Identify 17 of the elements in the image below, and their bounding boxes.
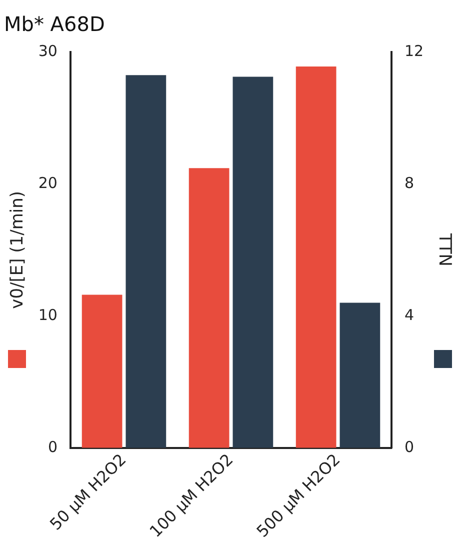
bar — [296, 66, 336, 448]
bar — [340, 302, 380, 448]
bar — [82, 294, 122, 448]
y-tick-label: 30 — [38, 42, 58, 60]
bar — [188, 168, 230, 448]
y-tick-label: 10 — [38, 306, 58, 324]
y-tick-label: 20 — [38, 174, 58, 192]
y2-tick-label: 4 — [404, 306, 414, 324]
bar — [232, 76, 274, 448]
y2-tick-label: 0 — [404, 438, 414, 456]
chart-title: Mb* A68D — [4, 12, 105, 36]
y2-axis-title: TTN — [434, 232, 454, 267]
y-tick-label: 0 — [48, 438, 58, 456]
y-axis-title: v0/[E] (1/min) — [8, 190, 28, 309]
y2-tick-label: 12 — [404, 42, 424, 60]
bar — [126, 75, 166, 448]
y2-tick-label: 8 — [404, 174, 414, 192]
